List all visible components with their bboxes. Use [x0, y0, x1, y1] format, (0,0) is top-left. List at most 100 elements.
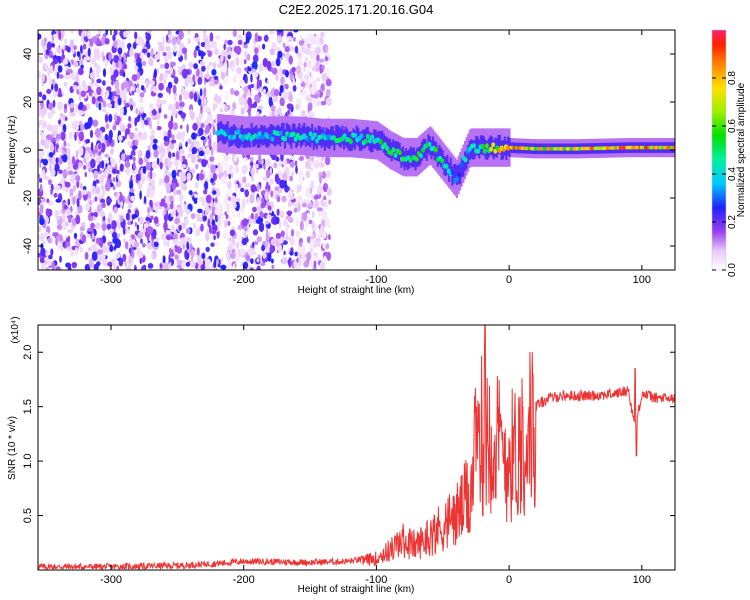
spectrogram-cell [151, 109, 158, 116]
spectrogram-cell [294, 251, 298, 257]
spectrogram-cell [112, 237, 118, 244]
spectrogram-cell [176, 189, 182, 195]
spectrogram-cell [51, 83, 54, 91]
spectrogram-cell [76, 51, 81, 57]
spectrogram-cell [250, 167, 256, 177]
spectrogram-cell [279, 179, 286, 189]
spectrogram-cell [137, 131, 142, 138]
spectrogram-cell [221, 65, 227, 73]
spectrogram-cell [125, 266, 132, 270]
spectrogram-cell [211, 229, 217, 235]
spectrogram-cell [288, 55, 293, 65]
spectrogram-cell [305, 170, 311, 179]
spectrogram-cell [320, 101, 327, 106]
spectrogram-cell [308, 62, 312, 69]
spectrogram-cell [90, 141, 94, 152]
spectrogram-cell [282, 122, 285, 142]
spectrogram-cell [295, 65, 302, 75]
spectrogram-cell [124, 241, 129, 250]
spectrogram-cell [253, 241, 259, 246]
spectrogram-cell [227, 54, 231, 60]
spectrogram-cell [230, 172, 234, 179]
spectrogram-cell [154, 202, 158, 207]
spectrogram-cell [236, 165, 239, 174]
spectrogram-cell [83, 165, 87, 170]
spectrogram-cell [147, 226, 153, 235]
spectrogram-cell [210, 164, 216, 174]
spectrogram-cell [145, 216, 150, 222]
spectrogram-cell [314, 85, 318, 93]
spectrogram-cell [217, 214, 221, 221]
spectrogram-cell [476, 148, 481, 154]
spectrogram-cell [207, 218, 211, 228]
spectrogram-cell [291, 66, 297, 73]
spectrogram-cell [278, 161, 282, 167]
spectrogram-cell [232, 75, 237, 83]
spectrogram-cell [117, 173, 120, 180]
spectrogram-cell [286, 103, 293, 110]
spectrogram-cell [279, 84, 284, 93]
spectrogram-cell [248, 110, 251, 117]
spectrogram-cell [104, 133, 109, 141]
spectrogram-cell [122, 96, 126, 101]
spectrogram-cell [67, 235, 71, 242]
snr-panel: -300 -200 -100 0 100 0.5 1.0 1.5 2.0 Height of … [7, 316, 676, 595]
spectrogram-cell [491, 142, 496, 148]
spectrogram-cell [108, 113, 113, 123]
spectrogram-cell [204, 42, 211, 51]
spectrogram-cell [147, 206, 151, 214]
spectrogram-cell [192, 222, 197, 230]
spectrogram-cell [168, 120, 174, 130]
snr-frame [37, 324, 676, 571]
spectrogram-cell [229, 110, 236, 117]
spectrogram-cell [444, 163, 449, 169]
spectrogram-cell [70, 174, 76, 184]
spectrogram-cell [50, 65, 54, 71]
spectrogram-cell [274, 173, 279, 183]
spectrogram-cell [279, 210, 285, 219]
spectrogram-cell [309, 248, 314, 253]
spectrogram-cell [290, 229, 295, 237]
spectrogram-cell [252, 54, 259, 63]
spectrogram-cell [124, 132, 128, 140]
spectrogram-cell [90, 57, 97, 65]
spectrogram-cell [101, 108, 107, 113]
spectrogram-cell [489, 146, 494, 152]
spectrogram-cell [62, 58, 69, 65]
y-tick-label: 1.5 [22, 399, 34, 414]
spectrogram-cell [200, 223, 204, 232]
spectrogram-cell [275, 73, 279, 82]
spectrogram-cell [450, 170, 455, 176]
spectrogram-cell [342, 133, 347, 139]
spectrogram-cell [140, 173, 145, 181]
spectrogram-cell [460, 158, 463, 178]
spectrogram-cell [114, 100, 119, 110]
spectrogram-cell [214, 187, 221, 198]
spectrogram-cell [306, 43, 312, 49]
spectrogram-cell [102, 55, 106, 62]
spectrogram-cell [211, 206, 216, 217]
y-tick-label: 20 [22, 96, 34, 108]
x-tick-label: 100 [633, 274, 651, 286]
spectrogram-cell [214, 103, 218, 109]
spectrogram-cell [118, 61, 123, 69]
spectrogram-cell [113, 30, 118, 36]
spectrogram-cell [85, 203, 90, 212]
spectrogram-cell [433, 147, 438, 153]
spectrogram-cell [121, 124, 126, 133]
spectrogram-cell [69, 102, 75, 109]
spectrogram-cell [82, 43, 87, 50]
spectrogram-cell [96, 78, 102, 84]
spectrogram-cell [309, 187, 313, 194]
spectrogram-cell [67, 68, 73, 74]
spectrogram-cell [198, 49, 202, 57]
spectrogram-cell [78, 84, 82, 94]
spectrogram-cell [157, 118, 160, 129]
spectrogram-cell [229, 164, 233, 172]
spectrogram-cell [240, 82, 246, 89]
spectrogram-cell [41, 73, 45, 83]
spectrogram-cell [71, 122, 77, 129]
spectrogram-cell [168, 195, 174, 202]
spectrogram-cell [409, 146, 412, 166]
spectrogram-cell [85, 146, 92, 152]
